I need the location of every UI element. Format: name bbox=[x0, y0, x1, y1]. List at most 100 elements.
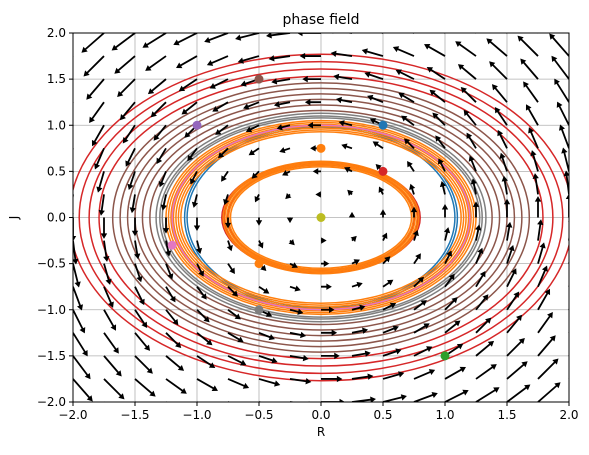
vector-arrow bbox=[364, 71, 384, 80]
vector-arrow bbox=[475, 364, 497, 380]
vector-arrow bbox=[165, 240, 172, 257]
trajectory-9-orbit bbox=[224, 161, 418, 274]
vector-arrow bbox=[254, 194, 261, 203]
vector-arrow bbox=[227, 263, 235, 274]
vector-arrow bbox=[444, 389, 469, 402]
vector-arrow bbox=[243, 101, 260, 110]
vector-arrow bbox=[206, 55, 229, 66]
vector-arrow bbox=[382, 256, 391, 265]
vector-arrow bbox=[413, 323, 430, 334]
vector-arrow bbox=[258, 355, 278, 364]
vector-arrow bbox=[111, 33, 136, 51]
vector-arrow bbox=[523, 81, 539, 103]
vector-arrow bbox=[506, 245, 515, 264]
vector-arrow bbox=[494, 107, 508, 126]
vector-arrow bbox=[117, 78, 136, 97]
vector-arrow bbox=[248, 147, 260, 156]
trajectory-2-orbit bbox=[177, 129, 465, 306]
vector-arrow bbox=[98, 194, 105, 216]
vector-arrow bbox=[134, 309, 148, 328]
vector-arrow bbox=[338, 120, 353, 127]
vector-arrow bbox=[351, 259, 360, 265]
vector-arrow bbox=[196, 332, 213, 346]
vector-arrow bbox=[153, 124, 167, 141]
trajectory-6-orbit bbox=[111, 82, 531, 353]
vector-arrow bbox=[506, 314, 523, 334]
x-tick-label: 1.0 bbox=[435, 408, 454, 422]
vector-arrow bbox=[468, 155, 477, 172]
vector-arrow bbox=[134, 332, 151, 351]
vector-arrow bbox=[506, 221, 513, 241]
trajectory-6-start-point bbox=[254, 74, 264, 84]
trajectory-2-orbit bbox=[172, 125, 470, 310]
vector-arrow bbox=[103, 240, 110, 262]
vector-arrow bbox=[439, 181, 447, 195]
vector-arrow bbox=[289, 354, 309, 362]
x-tick-label: 1.5 bbox=[497, 408, 516, 422]
trajectory-2-orbit bbox=[170, 123, 472, 312]
trajectory-2-orbit bbox=[180, 130, 462, 305]
vector-arrow bbox=[506, 268, 517, 288]
vector-arrow bbox=[499, 152, 508, 172]
vector-arrow bbox=[444, 297, 458, 311]
trajectory-9-start-point bbox=[316, 143, 326, 153]
trajectory-8-orbit bbox=[155, 112, 487, 323]
vector-arrow bbox=[268, 55, 291, 62]
vector-arrow bbox=[227, 286, 238, 297]
vector-arrow bbox=[165, 378, 187, 394]
vector-arrow bbox=[103, 286, 114, 308]
vector-arrow bbox=[410, 206, 418, 218]
vector-arrow bbox=[150, 101, 167, 118]
vector-arrow bbox=[549, 33, 569, 57]
vector-arrow bbox=[122, 124, 136, 144]
vector-arrow bbox=[351, 350, 371, 357]
vector-arrow bbox=[559, 124, 569, 149]
vector-arrow bbox=[321, 260, 330, 267]
vector-arrow bbox=[218, 147, 229, 159]
y-tick-label: 0.0 bbox=[47, 211, 66, 225]
y-tick-label: −0.5 bbox=[37, 257, 66, 271]
vector-arrow bbox=[237, 55, 260, 64]
trajectory-4-orbit bbox=[98, 75, 544, 360]
vector-arrow bbox=[537, 265, 548, 288]
vector-arrow bbox=[162, 217, 170, 234]
vector-arrow bbox=[119, 101, 136, 121]
vector-arrow bbox=[227, 355, 247, 366]
plot-content bbox=[73, 33, 569, 402]
vector-arrow bbox=[321, 306, 335, 313]
vector-arrow bbox=[537, 288, 551, 311]
vector-arrow bbox=[351, 281, 363, 288]
vector-arrow bbox=[91, 124, 105, 147]
vector-arrow bbox=[321, 398, 345, 402]
vector-arrow bbox=[563, 170, 569, 195]
vector-arrow bbox=[165, 286, 176, 303]
vector-arrow bbox=[304, 98, 321, 106]
y-tick-label: −1.5 bbox=[37, 349, 66, 363]
vector-arrow bbox=[196, 378, 218, 391]
vector-arrow bbox=[299, 52, 321, 60]
vector-arrow bbox=[444, 320, 461, 334]
vector-arrow bbox=[460, 86, 477, 103]
vector-arrow bbox=[215, 124, 229, 135]
vector-arrow bbox=[409, 183, 416, 195]
vector-arrow bbox=[341, 143, 353, 150]
x-tick-label: −0.5 bbox=[244, 408, 273, 422]
vector-arrow bbox=[273, 101, 291, 108]
x-tick-label: −2.0 bbox=[58, 408, 87, 422]
vector-arrow bbox=[251, 170, 260, 179]
vector-arrow bbox=[321, 237, 327, 244]
vector-arrow bbox=[178, 78, 198, 92]
vector-arrow bbox=[297, 33, 321, 37]
vector-arrow bbox=[209, 78, 229, 89]
trajectory-6-orbit bbox=[141, 104, 501, 331]
vector-arrow bbox=[381, 232, 388, 241]
trajectory-8-start-point bbox=[254, 305, 264, 315]
vector-arrow bbox=[310, 145, 321, 152]
vector-arrow bbox=[333, 73, 353, 81]
vector-arrow bbox=[73, 263, 81, 288]
vector-arrow bbox=[413, 392, 438, 402]
vector-arrow bbox=[191, 194, 199, 208]
vector-arrow bbox=[382, 394, 407, 402]
vector-arrow bbox=[382, 348, 402, 357]
vector-arrow bbox=[506, 338, 525, 357]
